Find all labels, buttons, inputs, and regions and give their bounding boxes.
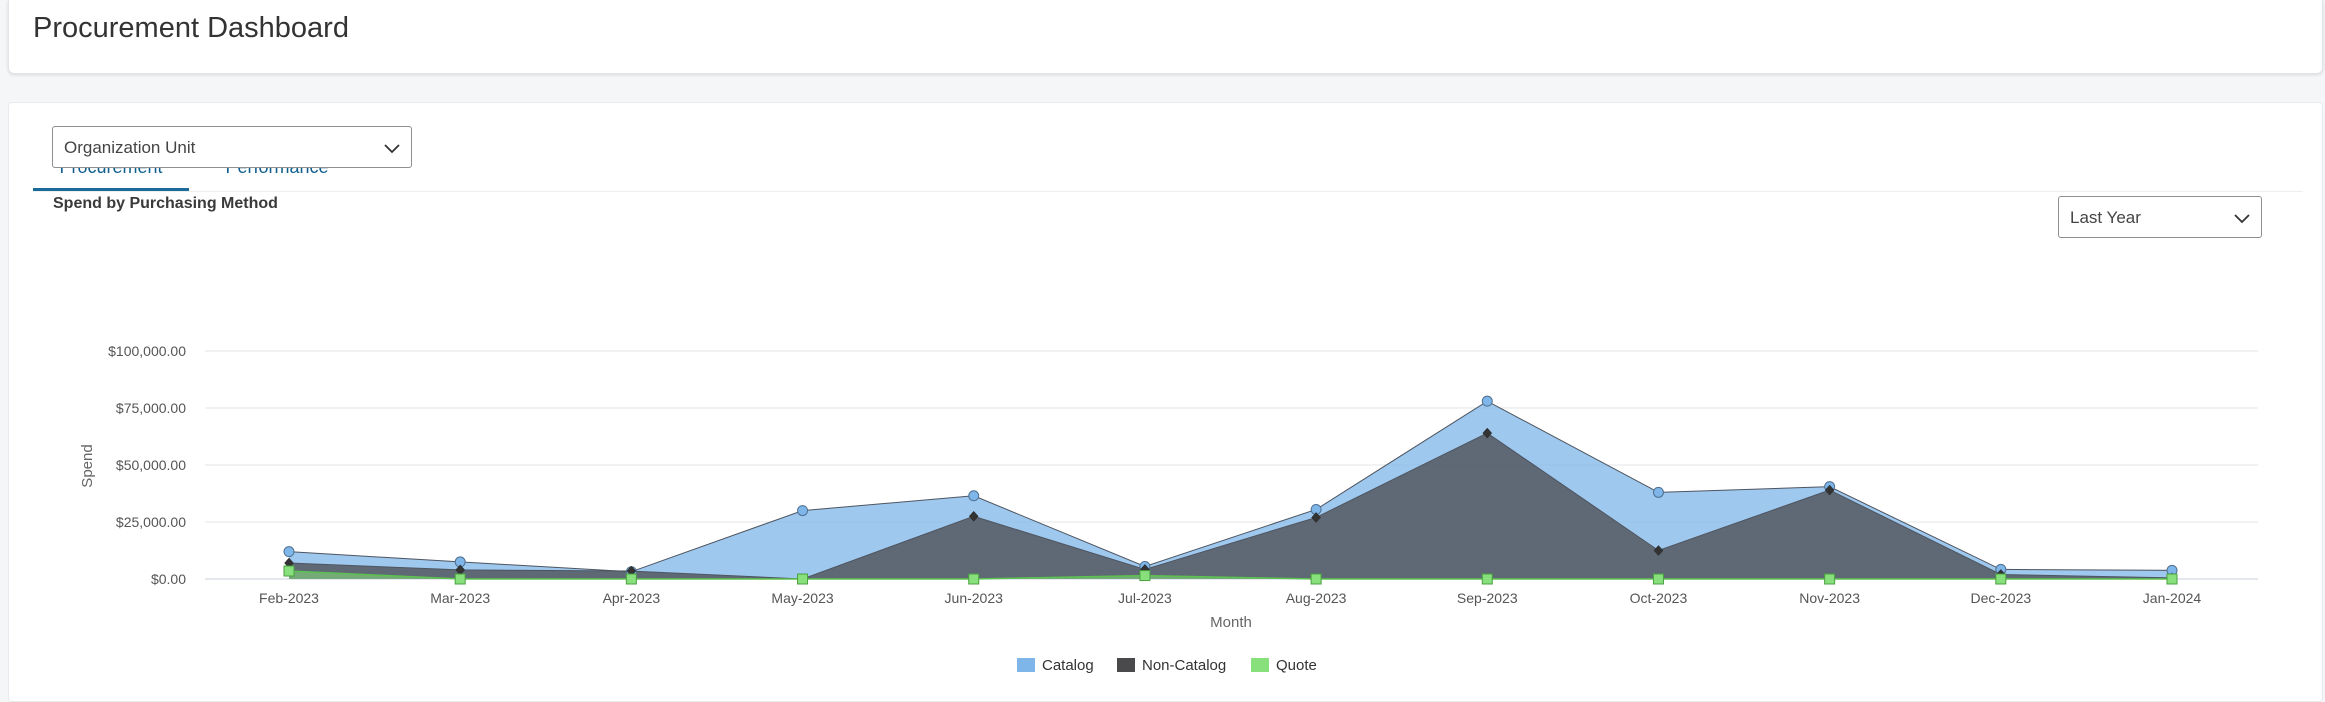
x-tick-label: Jan-2024 <box>2143 590 2202 606</box>
organization-unit-select[interactable]: Organization Unit <box>52 126 412 168</box>
y-tick-label: $0.00 <box>151 571 186 587</box>
quote-point <box>1139 570 1151 582</box>
catalog-point <box>1481 395 1493 407</box>
x-tick-label: Feb-2023 <box>259 590 319 606</box>
spend-chart: $0.00 $25,000.00 $50,000.00 $75,000.00 $100,… <box>79 343 2258 674</box>
area-non-catalog <box>289 433 2172 579</box>
quote-point <box>968 573 980 585</box>
page-title: Procurement Dashboard <box>33 12 349 44</box>
x-tick-label: Jul-2023 <box>1118 590 1172 606</box>
quote-point <box>1310 573 1322 585</box>
quote-point <box>1652 573 1664 585</box>
quote-point <box>625 573 637 585</box>
legend-label-catalog: Catalog <box>1042 657 1094 674</box>
quote-point <box>454 573 466 585</box>
y-tick-label: $25,000.00 <box>116 514 186 530</box>
y-tick-label: $100,000.00 <box>108 343 186 359</box>
legend-label-quote: Quote <box>1276 657 1317 674</box>
non-catalog-point <box>1482 427 1493 439</box>
x-axis-title: Month <box>1210 614 1252 631</box>
period-select-value: Last Year <box>2070 208 2141 227</box>
x-tick-label: Sep-2023 <box>1457 590 1518 606</box>
catalog-point <box>797 505 809 517</box>
line-quote <box>288 570 2172 580</box>
non-catalog-point <box>968 510 979 522</box>
area-catalog <box>289 401 2172 579</box>
organization-unit-select-value: Organization Unit <box>64 138 196 157</box>
x-tick-label: Jun-2023 <box>945 590 1004 606</box>
quote-point <box>797 573 809 585</box>
x-tick-label: May-2023 <box>771 590 833 606</box>
catalog-point <box>283 546 295 558</box>
x-tick-label: Nov-2023 <box>1799 590 1860 606</box>
legend-swatch-non-catalog <box>1117 658 1135 672</box>
chart-title: Spend by Purchasing Method <box>53 195 278 212</box>
period-select[interactable]: Last Year <box>2058 196 2262 238</box>
x-tick-label: Mar-2023 <box>430 590 490 606</box>
y-tick-label: $75,000.00 <box>116 400 186 416</box>
legend-swatch-quote <box>1251 658 1269 672</box>
chevron-down-icon <box>2234 214 2250 224</box>
y-tick-label: $50,000.00 <box>116 457 186 473</box>
line-non-catalog <box>288 432 2173 580</box>
catalog-point <box>1652 486 1664 498</box>
catalog-point <box>968 490 980 502</box>
non-catalog-point <box>1824 484 1835 496</box>
y-axis-title: Spend <box>79 444 96 487</box>
chevron-down-icon <box>384 144 400 154</box>
header-card: Procurement Dashboard <box>8 0 2323 74</box>
x-tick-label: Oct-2023 <box>1630 590 1688 606</box>
quote-point <box>1995 573 2007 585</box>
line-catalog <box>288 400 2173 573</box>
quote-point <box>283 565 295 577</box>
quote-point <box>2166 573 2178 585</box>
quote-point <box>1824 573 1836 585</box>
x-tick-label: Aug-2023 <box>1286 590 1347 606</box>
x-tick-label: Apr-2023 <box>603 590 661 606</box>
non-catalog-point <box>1311 512 1321 523</box>
quote-point <box>1481 573 1493 585</box>
non-catalog-point <box>1653 545 1664 556</box>
legend-swatch-catalog <box>1017 658 1035 672</box>
legend-label-non-catalog: Non-Catalog <box>1142 657 1226 674</box>
x-tick-label: Dec-2023 <box>1970 590 2031 606</box>
